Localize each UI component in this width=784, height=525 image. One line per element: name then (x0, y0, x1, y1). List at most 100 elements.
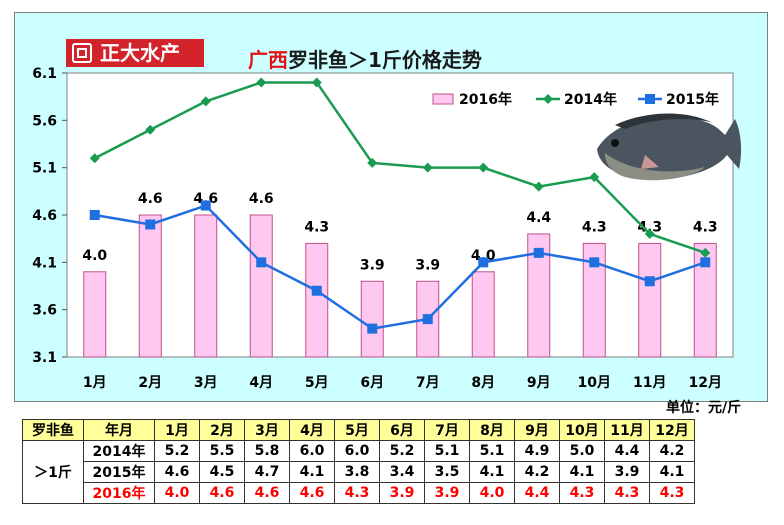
y-tick-label: 4.1 (32, 255, 57, 271)
table-year-cell: 2016年 (83, 482, 155, 504)
bar-data-label: 4.3 (637, 219, 662, 235)
x-tick-label: 1月 (83, 375, 107, 391)
point-2015年 (311, 285, 322, 296)
table-head-label: 年月 (83, 419, 155, 441)
table-row: ＞1斤 2014年 5.2 5.5 5.8 6.0 6.0 5.2 5.1 5.1 4.9 5.0 4.… (22, 440, 695, 504)
table-row: 2015年 4.6 4.5 4.7 4.1 3.8 3.4 3.5 4.1 4.2 4.1 3.9 4.… (23, 461, 695, 483)
table-value-cell: 6.0 (334, 440, 380, 462)
bar-2016 (249, 214, 273, 358)
y-tick-label: 5.6 (32, 113, 57, 129)
bar-data-label: 4.6 (138, 191, 163, 207)
table-value-cell: 5.2 (154, 440, 200, 462)
x-tick-label: 6月 (360, 375, 384, 391)
y-tick-label: 6.1 (32, 66, 57, 82)
line-2015年 (94, 204, 706, 330)
point-2015年 (644, 276, 655, 287)
table-value-cell: 4.4 (604, 440, 650, 462)
tilapia-fish-image (597, 113, 742, 181)
chart-panel: 3.1 3.6 4.1 4.6 5.1 5.6 6.1 1月 2月 3月 4月 5月 6月 7月 8月 9月 1… (14, 12, 768, 402)
bar-data-label: 3.9 (360, 257, 385, 273)
table-year-cell: 2015年 (83, 461, 155, 483)
bar-data-label: 4.4 (526, 210, 551, 226)
table-value-cell: 5.5 (199, 440, 245, 462)
table-month-header: 3月 (244, 419, 290, 441)
table-value-cell: 3.9 (379, 482, 425, 504)
table-value-cell: 4.1 (469, 461, 515, 483)
point-2014年 (533, 181, 544, 192)
table-value-cell: 3.4 (379, 461, 425, 483)
bar-2016 (638, 242, 662, 358)
bar-data-label: 4.6 (249, 191, 274, 207)
x-tick-label: 4月 (249, 375, 273, 391)
plot-area (66, 72, 734, 358)
point-2015年 (89, 210, 100, 220)
x-tick-label: 3月 (194, 375, 218, 391)
point-2015年 (367, 323, 378, 334)
table-value-cell: 3.8 (334, 461, 380, 483)
table-month-header: 10月 (559, 419, 605, 441)
table-value-cell: 4.0 (154, 482, 200, 504)
y-tick-label: 5.1 (32, 161, 57, 177)
bar-data-label: 4.3 (304, 219, 329, 235)
point-2015年 (256, 257, 267, 268)
bar-data-label: 4.3 (693, 219, 718, 235)
table-value-cell: 4.2 (649, 440, 695, 462)
title-region: 广西 (248, 48, 288, 72)
table-value-cell: 4.3 (604, 482, 650, 504)
bar-2016 (194, 214, 218, 358)
legend-label: 2014年 (564, 91, 617, 108)
table-corner-cell: 罗非鱼 (22, 419, 84, 441)
point-2015年 (533, 247, 544, 258)
y-tick-label: 4.6 (32, 208, 57, 224)
y-tick-label: 3.6 (32, 303, 57, 319)
point-2014年 (478, 162, 489, 173)
legend-marker (543, 94, 553, 104)
chart-title: 广西罗非鱼＞1斤价格走势 (248, 44, 482, 73)
unit-label: 单位：元/斤 (666, 400, 742, 416)
table-month-header: 2月 (199, 419, 245, 441)
bar-2016 (693, 242, 717, 358)
bar-data-label: 4.6 (193, 191, 218, 207)
table-value-cell: 4.6 (289, 482, 335, 504)
table-value-cell: 3.9 (424, 482, 470, 504)
point-2015年 (422, 314, 433, 325)
line-2014年 (94, 81, 706, 255)
price-data-table: 罗非鱼 年月 1月 2月 3月 4月 5月 6月 7月 8月 9月 10月 11月 12月 ＞1斤 2014年… (22, 419, 695, 504)
table-month-header: 12月 (649, 419, 695, 441)
bar-data-label: 4.0 (82, 248, 107, 264)
point-2015年 (700, 257, 711, 268)
x-tick-label: 2月 (138, 375, 162, 391)
table-value-cell: 4.5 (199, 461, 245, 483)
point-2015年 (589, 257, 600, 268)
table-header-row: 罗非鱼 年月 1月 2月 3月 4月 5月 6月 7月 8月 9月 10月 11月 12月 (22, 419, 695, 441)
point-2014年 (367, 157, 378, 168)
table-value-cell: 4.3 (649, 482, 695, 504)
table-month-header: 9月 (514, 419, 560, 441)
point-2014年 (700, 247, 711, 258)
legend-label: 2015年 (666, 91, 719, 108)
table-value-cell: 4.2 (514, 461, 560, 483)
bar-data-label: 4.0 (471, 248, 496, 264)
bar-2016 (360, 280, 384, 358)
logo-text: 正大水产 (100, 41, 180, 65)
point-2014年 (89, 153, 100, 164)
bar-data-label: 4.3 (582, 219, 607, 235)
table-value-cell: 3.5 (424, 461, 470, 483)
point-2014年 (145, 124, 156, 135)
x-tick-label: 7月 (416, 375, 440, 391)
table-month-header: 5月 (334, 419, 380, 441)
table-value-cell: 5.1 (424, 440, 470, 462)
x-tick-label: 9月 (527, 375, 551, 391)
table-month-header: 4月 (289, 419, 335, 441)
x-tick-label: 12月 (689, 375, 722, 391)
table-value-cell: 4.6 (154, 461, 200, 483)
table-month-header: 8月 (469, 419, 515, 441)
table-value-cell: 5.0 (559, 440, 605, 462)
table-month-header: 7月 (424, 419, 470, 441)
table-value-cell: 4.6 (199, 482, 245, 504)
table-value-cell: 3.9 (604, 461, 650, 483)
point-2014年 (644, 228, 655, 239)
table-value-cell: 4.6 (244, 482, 290, 504)
table-row: 2016年 4.0 4.6 4.6 4.6 4.3 3.9 3.9 4.0 4.4 4.3 4.3 4.… (23, 482, 695, 504)
table-month-header: 11月 (604, 419, 650, 441)
